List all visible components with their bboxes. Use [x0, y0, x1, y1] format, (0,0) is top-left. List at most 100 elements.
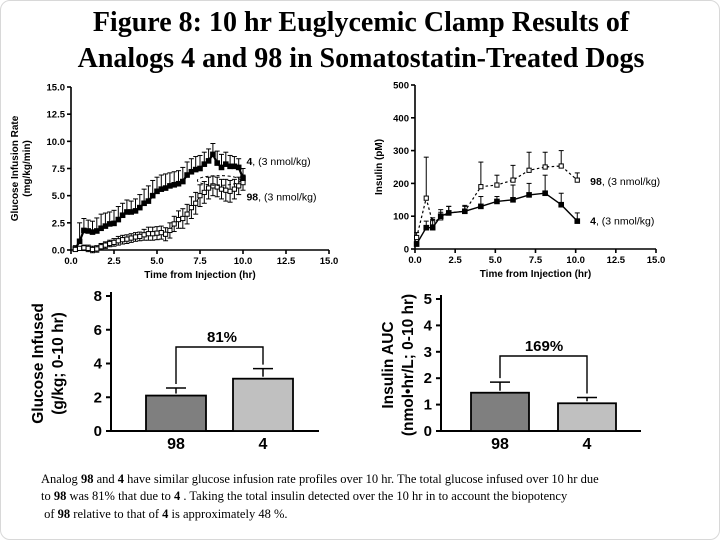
tick-label: 2.5: [449, 255, 463, 266]
open-square: [218, 186, 225, 192]
caption-analog-number: 4: [162, 506, 169, 521]
filled-square: [119, 212, 126, 219]
tick-label: 300: [393, 146, 409, 157]
filled-square: [180, 178, 186, 185]
filled-square: [149, 192, 156, 199]
glucose-bar-svg: 0 2 4 6 8 Glucose Infused (g/kg; 0-10 hr) 98 4 81…: [30, 288, 319, 453]
open-square: [167, 227, 173, 234]
caption-text: to: [41, 489, 54, 504]
series-label: 98, (3 nmol/kg): [590, 176, 660, 188]
open-square: [154, 230, 160, 236]
caption-text: and: [93, 472, 118, 486]
tick-label: 2.5: [52, 218, 66, 229]
open-square: [163, 231, 169, 237]
tick-label: 5: [424, 291, 432, 308]
tick-label: 200: [393, 179, 409, 190]
y-axis-title: Insulin AUC: [380, 321, 397, 408]
tick-label: 7.5: [52, 164, 66, 175]
open-square: [478, 184, 484, 190]
tick-label: 5.0: [150, 256, 163, 267]
series-label: 4, (3 nmol/kg): [590, 215, 654, 227]
open-square: [85, 245, 91, 251]
error-bars: [72, 143, 246, 249]
open-square: [574, 177, 580, 183]
tick-label: 2: [424, 370, 432, 387]
tick-label: 0.0: [52, 246, 65, 257]
tick-label: 0: [424, 423, 432, 440]
open-square: [158, 230, 164, 236]
open-square: [98, 244, 104, 250]
open-square: [94, 246, 100, 252]
caption-analog-number: 4: [117, 472, 124, 486]
tick-label: 10.0: [566, 255, 585, 266]
open-square: [206, 185, 212, 191]
open-square: [201, 189, 207, 196]
series-98: [414, 150, 580, 241]
open-square: [197, 193, 203, 199]
error-bar: [490, 381, 510, 391]
open-square: [231, 186, 238, 192]
caption-text: have similar glucose infusion rate profi…: [124, 472, 599, 486]
caption-analog-number: 98: [80, 472, 94, 486]
tick-label: 4: [424, 317, 433, 334]
open-square: [171, 221, 177, 227]
comparison-percent-label: 169%: [525, 338, 563, 355]
caption-analog-number: 98: [53, 489, 67, 504]
open-square: [150, 231, 156, 237]
tick-label: 15.0: [647, 255, 666, 266]
tick-label: 15.0: [47, 83, 66, 94]
x-axis-title: Time from Injection (hr): [480, 269, 592, 280]
filled-square: [132, 208, 139, 214]
tick-label: 15.0: [320, 256, 339, 267]
error-bar: [166, 387, 186, 394]
filled-square: [76, 238, 83, 245]
open-square: [107, 240, 113, 247]
open-square: [115, 238, 121, 244]
filled-square: [558, 201, 565, 208]
filled-square: [413, 241, 420, 247]
tick-label: 0: [404, 245, 409, 256]
caption-analog-number: 98: [57, 506, 71, 521]
filled-square: [423, 224, 430, 231]
caption-text: relative to that of: [70, 506, 163, 521]
tick-label: 7.5: [193, 256, 207, 267]
insulin-bar-svg: 0 1 2 3 4 5 Insulin AUC (nmol•hr/L; 0-10 hr) 98 4…: [380, 291, 641, 453]
filled-square: [429, 224, 436, 231]
y-axis-title: Glucose Infusion Rate: [10, 115, 21, 221]
filled-square: [542, 190, 548, 197]
open-square: [494, 182, 500, 188]
tick-label: 0: [94, 423, 102, 440]
open-square: [542, 164, 548, 170]
filled-square: [478, 203, 484, 210]
open-square: [145, 231, 152, 237]
axes: [67, 86, 330, 254]
tick-label: 2.5: [107, 256, 121, 267]
caption-text: is approximately 48 %.: [168, 506, 288, 521]
filled-square: [218, 164, 225, 171]
open-square: [240, 180, 246, 186]
y-axis-title: Glucose Infused: [30, 303, 47, 424]
caption-text: was 81% that due to: [66, 489, 174, 504]
filled-square: [115, 216, 122, 223]
tick-label: 6: [94, 322, 102, 339]
comparison-percent-label: 81%: [207, 329, 237, 346]
insulin-line-svg: 0 100 200 300 400 500 0.0 2.5 5.0 7.5 10.0 12.5 15.0…: [374, 81, 666, 280]
y-axis-title: Insulin (pM): [374, 139, 385, 195]
open-square: [120, 237, 126, 243]
tick-label: 10.0: [234, 256, 253, 267]
filled-square: [437, 213, 444, 219]
category-label: 4: [583, 436, 592, 453]
y-axis-title: (g/kg; 0-10 hr): [50, 312, 67, 414]
tick-label: 8: [94, 288, 102, 305]
series-4: [72, 143, 246, 252]
bar-98: [145, 394, 207, 432]
open-square: [175, 216, 182, 223]
open-square: [423, 195, 429, 201]
open-square: [89, 246, 96, 253]
x-axis-title: Time from Injection (hr): [144, 270, 256, 281]
series-4: [413, 174, 581, 247]
open-square: [188, 205, 195, 211]
open-square: [132, 234, 139, 240]
error-bar: [253, 367, 273, 377]
